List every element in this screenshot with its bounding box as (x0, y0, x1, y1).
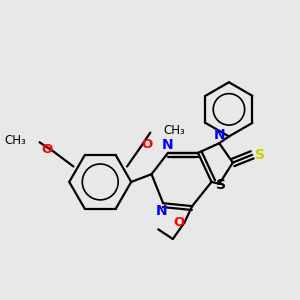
Text: CH₃: CH₃ (164, 124, 186, 137)
Text: N: N (213, 128, 225, 142)
Text: O: O (173, 216, 184, 229)
Text: O: O (142, 138, 153, 151)
Text: S: S (216, 178, 226, 192)
Text: S: S (255, 148, 265, 162)
Text: N: N (162, 138, 174, 152)
Text: N: N (155, 204, 167, 218)
Text: O: O (42, 142, 53, 155)
Text: CH₃: CH₃ (4, 134, 26, 147)
